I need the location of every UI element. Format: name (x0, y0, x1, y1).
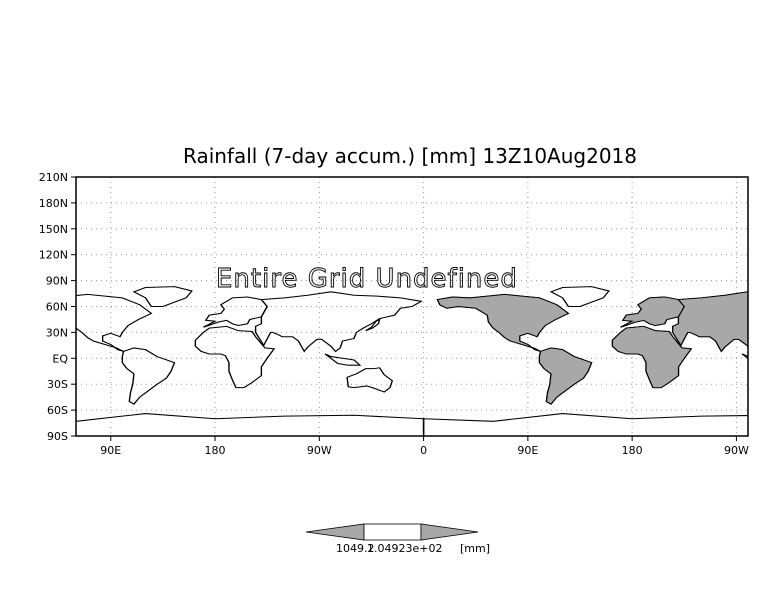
colorbar-middle-box (363, 523, 422, 541)
colorbar-unit: [mm] (460, 542, 490, 555)
x-tick-label: 180 (622, 444, 643, 457)
y-tick-label: 60N (46, 301, 68, 314)
y-tick-label: 90S (47, 430, 68, 443)
x-tick-label: 90E (100, 444, 121, 457)
y-tick-label: 120N (39, 249, 68, 262)
y-tick-label: 90N (46, 275, 68, 288)
colorbar-label-low: 1049.2 (336, 542, 375, 555)
colorbar-label-high: 1.04923e+02 (367, 542, 442, 555)
y-axis: 210N 180N 150N 120N 90N 60N 30N EQ 30S 60S 90S (39, 171, 76, 443)
x-tick-label: 90W (724, 444, 749, 457)
chart-title: Rainfall (7-day accum.) [mm] 13Z10Aug201… (183, 144, 637, 168)
y-tick-label: 210N (39, 171, 68, 184)
shaded-rainfall-region (436, 291, 748, 405)
colorbar-left-triangle (305, 523, 365, 541)
colorbar-right-triangle (420, 523, 479, 541)
x-tick-label: 90E (517, 444, 538, 457)
x-tick-label: 0 (420, 444, 427, 457)
colorbar: 1049.2 1.04923e+02 [mm] (305, 523, 490, 555)
y-tick-label: 60S (47, 404, 68, 417)
y-tick-label: 150N (39, 223, 68, 236)
x-tick-label: 90W (307, 444, 332, 457)
y-tick-label: 30N (46, 326, 68, 339)
status-message: Entire Grid Undefined (216, 264, 518, 294)
y-tick-label: 30S (47, 378, 68, 391)
y-tick-label: 180N (39, 197, 68, 210)
y-tick-label: EQ (52, 352, 68, 365)
world-map-copy (76, 286, 425, 436)
x-tick-label: 180 (205, 444, 226, 457)
x-axis: 90E 180 90W 0 90E 180 90W (100, 436, 749, 457)
world-map-outlines (76, 286, 748, 436)
